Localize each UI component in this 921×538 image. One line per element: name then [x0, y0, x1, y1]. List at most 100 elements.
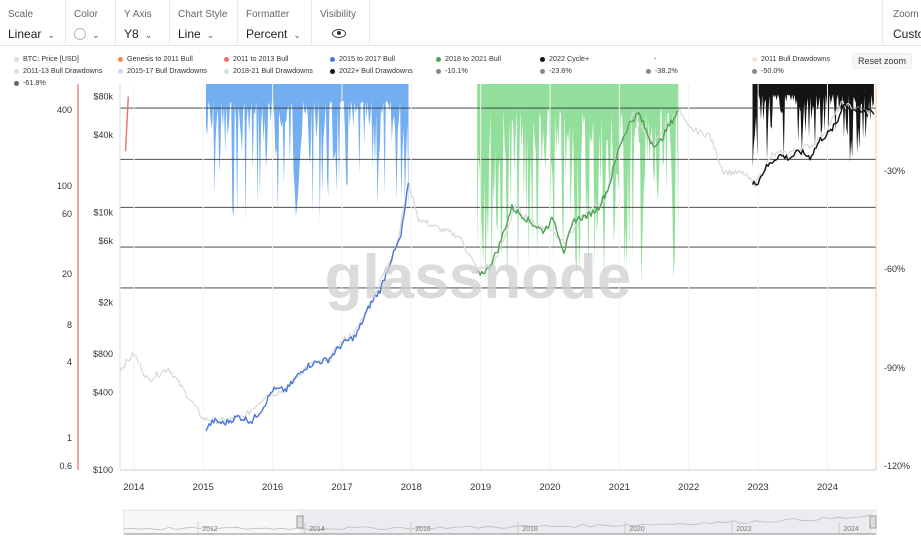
- legend-label: -50.0%: [761, 66, 784, 75]
- outer-y-tick-label: 100: [57, 181, 72, 191]
- price-y-tick-label: $2k: [98, 298, 113, 308]
- scale-dropdown[interactable]: Scale Linear ⌄: [0, 0, 66, 46]
- time-navigator[interactable]: 2012 2014 2016 2018 2020 2022 2024: [123, 509, 877, 535]
- x-tick-label: 2019: [470, 482, 491, 493]
- legend-swatch: [14, 56, 19, 62]
- legend-item[interactable]: 2018-21 Bull Drawdowns: [224, 66, 313, 76]
- reset-zoom-button[interactable]: Reset zoom: [852, 53, 912, 69]
- series-line: [119, 100, 873, 425]
- legend-label: -23.6%: [549, 66, 572, 75]
- legend-label: BTC: Price [USD]: [23, 54, 79, 63]
- y-axis-dropdown[interactable]: Y Axis Y8 ⌄: [116, 0, 170, 46]
- price-y-tick-label: $40k: [93, 130, 113, 140]
- price-y-tick-label: $800: [93, 349, 113, 359]
- zoom-label: Zoom: [893, 9, 919, 20]
- outer-y-tick-label: 8: [67, 320, 72, 330]
- legend-item[interactable]: -50.0%: [752, 66, 784, 76]
- legend-item[interactable]: 2015-17 Bull Drawdowns: [118, 66, 207, 76]
- axes: 400 100 60 20 8 4 1 0.6 $80k $40k $10k $6k $2k $800 $4…: [57, 84, 910, 493]
- outer-y-tick-label: 60: [62, 209, 72, 219]
- navigator-tick-label: 2022: [736, 526, 752, 533]
- formatter-value: Percent: [246, 27, 288, 41]
- x-tick-label: 2021: [609, 482, 630, 493]
- scale-value: Linear: [8, 27, 42, 41]
- right-y-tick-label: -90%: [884, 363, 905, 373]
- chevron-down-icon: ⌄: [206, 30, 215, 40]
- chevron-down-icon: ⌄: [47, 30, 55, 40]
- right-y-tick-label: -120%: [884, 461, 910, 471]
- y-axis-label: Y Axis: [124, 9, 152, 20]
- x-tick-label: 2022: [678, 482, 699, 493]
- legend-item[interactable]: 2011 to 2013 Bull: [224, 54, 288, 64]
- legend-swatch: [14, 68, 19, 74]
- color-label: Color: [74, 9, 98, 20]
- chevron-down-icon: ⌄: [293, 30, 301, 40]
- legend-label: 2022+ Bull Drawdowns: [339, 66, 413, 75]
- price-y-tick-label: $100: [93, 465, 113, 475]
- outer-y-tick-label: 0.6: [59, 461, 72, 471]
- price-y-tick-label: $6k: [98, 236, 113, 246]
- drawdown-band: [206, 84, 409, 223]
- legend-label: 2015-17 Bull Drawdowns: [127, 66, 207, 75]
- legend-label: -: [654, 54, 657, 63]
- legend-swatch: [436, 56, 441, 62]
- legend-swatch: [330, 68, 335, 74]
- legend-swatch: [752, 68, 757, 74]
- navigator-tick-label: 2012: [202, 526, 218, 533]
- legend-item[interactable]: 2011 Bull Drawdowns: [752, 54, 830, 64]
- outer-y-tick-label: 4: [67, 357, 72, 367]
- legend-item[interactable]: -23.6%: [540, 66, 572, 76]
- legend-swatch: [330, 56, 335, 62]
- legend-swatch: [14, 80, 19, 86]
- legend-item[interactable]: -: [654, 54, 656, 64]
- legend-item[interactable]: Genesis to 2011 Bull: [118, 54, 193, 64]
- price-y-tick-label: $10k: [93, 208, 113, 218]
- legend-swatch: [436, 68, 441, 74]
- legend-item[interactable]: -10.1%: [436, 66, 468, 76]
- series-lines: [119, 96, 875, 432]
- zoom-dropdown[interactable]: Zoom Custo: [882, 0, 921, 46]
- legend-label: 2018-21 Bull Drawdowns: [233, 66, 313, 75]
- drawdown-band: [477, 84, 679, 288]
- x-tick-label: 2017: [331, 482, 352, 493]
- zoom-value: Custo: [893, 27, 921, 41]
- legend-label: 2022 Cycle+: [549, 54, 590, 63]
- legend-swatch: [224, 68, 229, 74]
- legend: BTC: Price [USD] Genesis to 2011 Bull 2011…: [0, 51, 850, 89]
- legend-item[interactable]: -61.8%: [14, 78, 46, 88]
- legend-swatch: [752, 56, 757, 62]
- outer-y-tick-label: 400: [57, 105, 72, 115]
- navigator-selection: [300, 510, 873, 534]
- legend-item[interactable]: 2018 to 2021 Bull: [436, 54, 501, 64]
- legend-swatch: [646, 68, 651, 74]
- outer-y-tick-label: 1: [67, 433, 72, 443]
- navigator-right-handle[interactable]: [869, 515, 877, 529]
- legend-item[interactable]: 2022 Cycle+: [540, 54, 589, 64]
- navigator-tick-label: 2016: [415, 526, 431, 533]
- formatter-label: Formatter: [246, 9, 290, 20]
- series-line: [751, 103, 875, 186]
- legend-item[interactable]: 2022+ Bull Drawdowns: [330, 66, 413, 76]
- drawdown-band: [752, 84, 874, 168]
- x-tick-label: 2020: [539, 482, 560, 493]
- legend-item[interactable]: 2011-13 Bull Drawdowns: [14, 66, 102, 76]
- chevron-down-icon: ⌄: [92, 30, 100, 40]
- formatter-dropdown[interactable]: Formatter Percent ⌄: [238, 0, 312, 46]
- legend-item[interactable]: 2015 to 2017 Bull: [330, 54, 395, 64]
- legend-label: 2011 to 2013 Bull: [233, 54, 289, 63]
- chart-style-label: Chart Style: [178, 9, 228, 20]
- legend-label: -61.8%: [23, 78, 46, 87]
- visibility-toggle[interactable]: Visibility: [312, 0, 370, 46]
- grid: [120, 84, 876, 470]
- navigator-left-handle[interactable]: [296, 515, 304, 529]
- chart-style-dropdown[interactable]: Chart Style Line ⌄: [170, 0, 238, 46]
- x-tick-label: 2024: [817, 482, 838, 493]
- legend-swatch: [118, 68, 123, 74]
- legend-item[interactable]: -38.2%: [646, 66, 678, 76]
- navigator-tick-label: 2014: [309, 526, 325, 533]
- legend-item[interactable]: BTC: Price [USD]: [14, 54, 79, 64]
- legend-label: 2015 to 2017 Bull: [339, 54, 395, 63]
- color-picker[interactable]: Color ⌄: [66, 0, 116, 46]
- scale-label: Scale: [8, 9, 34, 20]
